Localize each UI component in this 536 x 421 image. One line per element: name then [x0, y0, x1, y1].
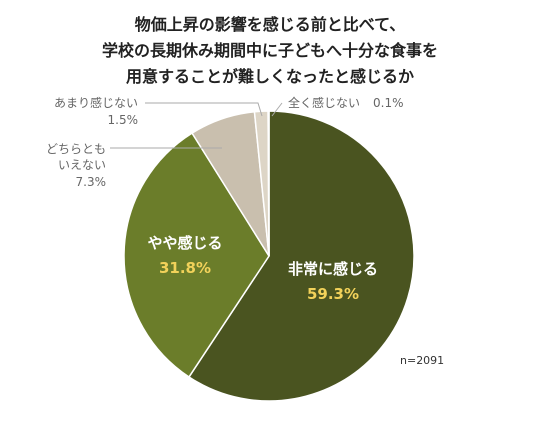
leader-lines — [110, 102, 283, 149]
pct-very: 59.3% — [307, 285, 359, 303]
slice-very — [187, 110, 415, 402]
sample-size: n=2091 — [400, 354, 444, 367]
chart-title: 物価上昇の影響を感じる前と比べて、 学校の長期休み期間中に子どもへ十分な食事を … — [102, 15, 438, 86]
pct-somewhat: 31.8% — [159, 259, 211, 277]
title-line-3: 用意することが難しくなったと感じるか — [126, 67, 414, 86]
title-line-1: 物価上昇の影響を感じる前と比べて、 — [135, 15, 406, 34]
label-somewhat: やや感じる — [147, 234, 222, 252]
outside-labels: あまり感じない 1.5% どちらとも いえない 7.3% 全く感じない 0.1% — [46, 95, 404, 189]
slice-none — [267, 110, 270, 257]
pct-neither: 7.3% — [76, 175, 107, 189]
slice-somewhat — [123, 132, 270, 378]
inside-labels: 非常に感じる 59.3% やや感じる 31.8% — [147, 234, 378, 303]
leader-line-slightly — [145, 102, 263, 117]
leader-line-none — [271, 102, 283, 117]
title-line-2: 学校の長期休み期間中に子どもへ十分な食事を — [102, 41, 438, 60]
label-neither-line1: どちらとも — [46, 142, 106, 156]
pct-slightly: 1.5% — [108, 113, 139, 127]
pie-slices — [123, 110, 415, 402]
label-neither-line2: いえない — [58, 158, 106, 172]
pct-none: 0.1% — [373, 96, 404, 110]
label-very: 非常に感じる — [288, 260, 378, 278]
label-slightly: あまり感じない — [54, 95, 138, 110]
label-none: 全く感じない — [288, 95, 360, 110]
